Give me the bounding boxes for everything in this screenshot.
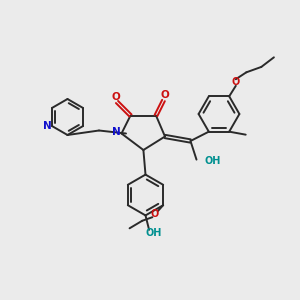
Text: O: O: [111, 92, 120, 102]
Text: O: O: [232, 77, 240, 87]
Text: O: O: [160, 90, 169, 100]
Text: N: N: [112, 127, 121, 137]
Text: OH: OH: [205, 156, 221, 166]
Text: N: N: [43, 121, 52, 131]
Text: OH: OH: [146, 228, 162, 239]
Text: O: O: [151, 209, 159, 219]
